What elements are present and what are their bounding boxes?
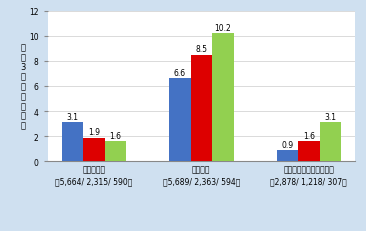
Bar: [83, 138, 105, 162]
Text: 3.1: 3.1: [324, 112, 336, 122]
Text: 0.9: 0.9: [281, 140, 294, 149]
Bar: [61, 123, 83, 162]
Bar: [298, 142, 320, 162]
Bar: [320, 123, 341, 162]
Text: 10.2: 10.2: [214, 24, 231, 33]
Y-axis label: 最
近
3
年
間
の
論
文
数: 最 近 3 年 間 の 論 文 数: [21, 43, 26, 130]
Text: 1.6: 1.6: [109, 131, 121, 140]
Bar: [212, 34, 234, 162]
Text: 1.6: 1.6: [303, 131, 315, 140]
Bar: [169, 79, 191, 162]
Legend: ポストドクター経験なし, ポストドクター経験（国内）, ポストドクター経験（海外）: ポストドクター経験なし, ポストドクター経験（国内）, ポストドクター経験（海外…: [97, 228, 306, 231]
Bar: [277, 150, 298, 162]
Text: 8.5: 8.5: [195, 45, 207, 54]
Bar: [105, 142, 126, 162]
Text: 1.9: 1.9: [88, 128, 100, 137]
Text: 3.1: 3.1: [66, 112, 78, 122]
Bar: [191, 55, 212, 162]
Text: 6.6: 6.6: [174, 69, 186, 78]
